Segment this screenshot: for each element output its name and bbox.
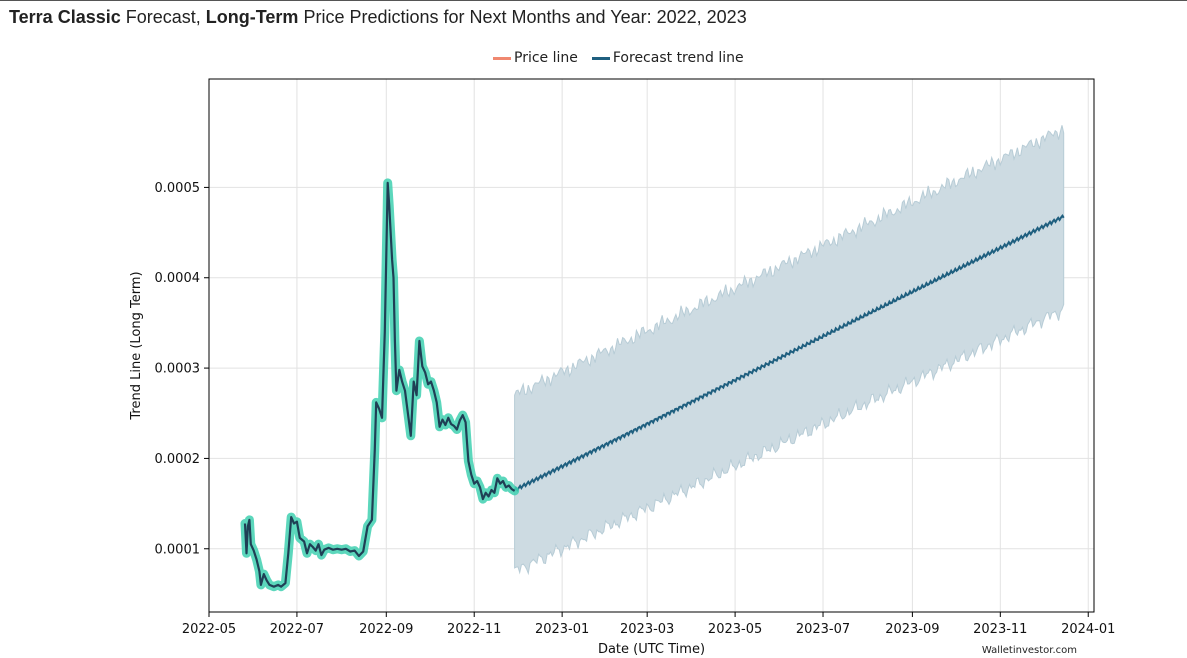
legend-price-label: Price line: [514, 50, 578, 66]
legend-forecast-swatch: [591, 56, 610, 60]
y-axis-label: Trend Line (Long Term): [129, 271, 144, 420]
top-border: [0, 0, 1187, 1]
x-axis-label: Date (UTC Time): [598, 642, 705, 657]
x-tick-label: 2023-05: [708, 622, 762, 637]
chart-legend: Price line Forecast trend line: [493, 50, 758, 66]
title-term: Long-Term: [205, 7, 299, 27]
x-tick-label: 2023-09: [885, 622, 939, 637]
y-tick-label: 0.0004: [155, 271, 201, 286]
x-tick-label: 2023-01: [535, 622, 589, 637]
y-tick-label: 0.0003: [155, 362, 201, 377]
legend-item-price: Price line: [493, 50, 578, 66]
forecast-trend-line: [513, 213, 1065, 492]
page-title: Terra Classic Forecast, Long-Term Price …: [9, 7, 747, 28]
y-tick-label: 0.0001: [155, 542, 201, 557]
x-tick-label: 2022-05: [182, 622, 236, 637]
forecast-confidence-band: [514, 125, 1065, 576]
legend-forecast-label: Forecast trend line: [612, 50, 744, 66]
plot-frame: [208, 78, 1095, 613]
x-tick-label: 2022-09: [359, 622, 413, 637]
y-tick-label: 0.0002: [155, 452, 201, 467]
legend-item-forecast: Forecast trend line: [591, 50, 744, 66]
watermark: Walletinvestor.com: [981, 645, 1077, 656]
x-tick-label: 2024-01: [1061, 622, 1115, 637]
x-tick-label: 2023-03: [620, 622, 674, 637]
legend-price-swatch: [493, 56, 511, 60]
price-line: [243, 181, 516, 588]
title-text-2: Price Predictions for Next Months and Ye…: [298, 7, 747, 27]
x-tick-label: 2022-11: [447, 622, 501, 637]
title-coin-name: Terra Classic: [9, 7, 121, 27]
title-text-1: Forecast,: [120, 7, 206, 27]
x-tick-label: 2023-11: [973, 622, 1027, 637]
y-tick-label: 0.0005: [155, 181, 201, 196]
x-tick-label: 2022-07: [270, 622, 324, 637]
x-tick-label: 2023-07: [796, 622, 850, 637]
